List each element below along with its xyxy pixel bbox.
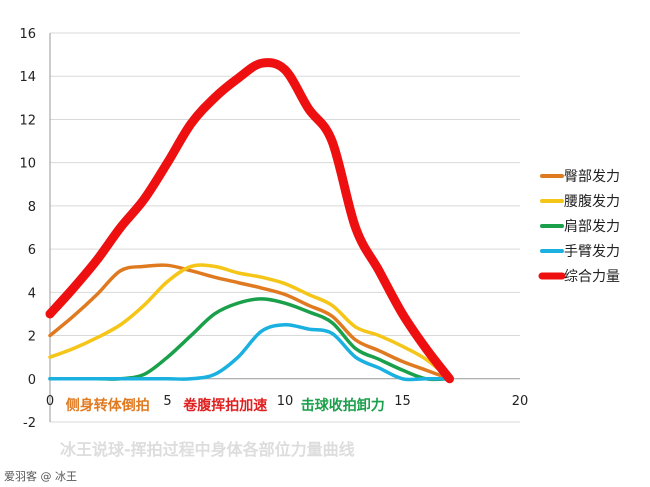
legend-label: 手臂发力	[564, 244, 620, 260]
phase-annotation: 卷腹挥拍加速	[182, 397, 267, 414]
x-tick-label: 10	[277, 394, 294, 409]
series-line-4	[48, 322, 452, 382]
y-tick-label: 6	[28, 243, 36, 258]
series-line-1	[48, 263, 452, 381]
x-tick-label: 15	[394, 394, 411, 409]
credit-text: 爱羽客 @ 冰王	[4, 469, 77, 483]
y-tick-label: 8	[28, 200, 36, 215]
y-tick-label: 4	[28, 286, 36, 301]
y-tick-label: 10	[19, 157, 36, 172]
y-tick-label: -2	[23, 416, 36, 431]
x-tick-label: 5	[163, 394, 171, 409]
y-tick-label: 16	[19, 27, 36, 42]
x-tick-label: 0	[46, 394, 54, 409]
series-line-2	[48, 263, 452, 381]
series-line-5	[45, 58, 454, 384]
legend-label: 肩部发力	[564, 219, 620, 235]
y-tick-label: 0	[28, 373, 36, 388]
legend-label: 腰腹发力	[564, 193, 620, 210]
phase-annotation: 击球收拍卸力	[301, 397, 385, 414]
chart-title-watermark: 冰王说球-挥拍过程中身体各部位力量曲线	[60, 440, 355, 459]
y-tick-label: 2	[28, 330, 36, 345]
y-tick-label: 12	[19, 113, 36, 128]
legend-label: 综合力量	[564, 269, 620, 285]
y-tick-label: 14	[19, 70, 36, 85]
x-tick-label: 20	[512, 394, 529, 409]
phase-annotation: 侧身转体倒拍	[66, 397, 150, 414]
legend-label: 臀部发力	[564, 169, 620, 185]
